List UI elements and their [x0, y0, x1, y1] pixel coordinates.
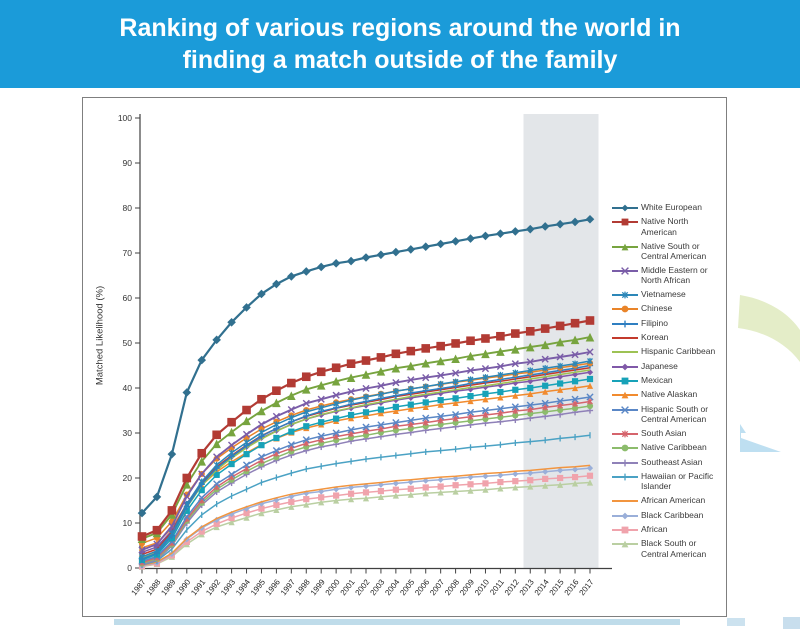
- legend-marker-korean-icon: [612, 336, 638, 339]
- legend-item: African American: [612, 495, 728, 506]
- legend-item-label: Japanese: [641, 360, 678, 371]
- page-title: Ranking of various regions around the wo…: [119, 14, 681, 74]
- legend-marker-middle-eastern-or-north-african-icon: [612, 266, 638, 275]
- legend-item-label: Hispanic Caribbean: [641, 346, 716, 357]
- legend-item-label: Native South or Central American: [641, 240, 707, 261]
- bottom-strip-small-decoration: [727, 618, 745, 626]
- legend-marker-filipino-icon: [612, 320, 638, 327]
- legend-item: Native Caribbean: [612, 442, 728, 453]
- bottom-corner-decoration: [783, 617, 800, 629]
- legend-marker-native-north-american-icon: [612, 218, 638, 226]
- legend-marker-native-south-or-central-american-icon: [612, 243, 638, 250]
- marker: [621, 392, 629, 399]
- legend-item: Hispanic South or Central American: [612, 404, 728, 425]
- marker: [621, 291, 629, 298]
- legend-item: Native North American: [612, 216, 728, 237]
- legend-marker-south-asian-icon: [612, 430, 638, 438]
- marker: [621, 243, 629, 250]
- legend-item: Black South or Central American: [612, 538, 728, 559]
- legend-item: Chinese: [612, 303, 728, 314]
- marker: [621, 512, 629, 520]
- legend-item: White European: [612, 202, 728, 213]
- legend-marker-southeast-asian-icon: [612, 459, 638, 467]
- legend-item-label: Native Caribbean: [641, 442, 707, 453]
- title-banner: Ranking of various regions around the wo…: [0, 0, 800, 88]
- legend-marker-hispanic-caribbean-icon: [612, 351, 638, 354]
- marker: [621, 363, 629, 371]
- green-swoosh-decoration: [738, 295, 800, 362]
- legend-item-label: African American: [641, 495, 706, 506]
- legend-marker-japanese-icon: [612, 363, 638, 371]
- legend-item-label: Vietnamese: [641, 288, 686, 299]
- marker: [621, 266, 629, 275]
- legend-item: Native South or Central American: [612, 241, 728, 262]
- legend-marker-vietnamese-icon: [612, 291, 638, 299]
- legend-item: Hispanic Caribbean: [612, 346, 728, 357]
- legend-item-label: Black South or Central American: [641, 538, 707, 559]
- legend-marker-native-caribbean-icon: [612, 444, 638, 452]
- legend-item: Filipino: [612, 318, 728, 329]
- legend-marker-chinese-icon: [612, 305, 638, 313]
- legend-marker-white-european-icon: [612, 204, 638, 212]
- legend-marker-hawaiian-or-pacific-islander-icon: [612, 473, 638, 481]
- legend-marker-african-american-icon: [612, 500, 638, 503]
- legend-item-label: White European: [641, 202, 702, 212]
- chart-legend: White European Native North American Nativ…: [612, 202, 728, 563]
- legend-item-label: Hawaiian or Pacific Islander: [641, 471, 714, 492]
- legend-item-label: Filipino: [641, 317, 668, 328]
- legend-marker-black-south-or-central-american-icon: [612, 541, 638, 548]
- legend-item-label: African: [641, 524, 668, 535]
- legend-item-label: Korean: [641, 331, 669, 342]
- y-axis-label: Matched Likelihood (%): [94, 285, 106, 386]
- legend-item: Vietnamese: [612, 289, 728, 300]
- blue-triangle-decoration: [740, 424, 781, 452]
- marker: [621, 204, 629, 212]
- legend-marker-hispanic-south-or-central-american-icon: [612, 405, 638, 414]
- legend-item-label: Chinese: [641, 303, 673, 314]
- legend-item: Native Alaskan: [612, 389, 728, 400]
- legend-marker-native-alaskan-icon: [612, 392, 638, 399]
- marker: [621, 377, 629, 385]
- legend-item-label: Native Alaskan: [641, 389, 698, 400]
- legend-item-label: Native North American: [641, 216, 689, 237]
- legend-item: Hawaiian or Pacific Islander: [612, 471, 728, 492]
- marker: [621, 444, 629, 452]
- legend-marker-mexican-icon: [612, 377, 638, 385]
- marker: [621, 305, 629, 313]
- legend-item: Japanese: [612, 361, 728, 372]
- legend-marker-african-icon: [612, 526, 638, 534]
- marker: [621, 218, 629, 226]
- legend-item-label: Southeast Asian: [641, 456, 703, 467]
- legend-item: Mexican: [612, 375, 728, 386]
- legend-item-label: Hispanic South or Central American: [641, 403, 709, 425]
- legend-item-label: South Asian: [641, 427, 687, 438]
- marker: [621, 541, 629, 548]
- legend-item: Black Caribbean: [612, 510, 728, 521]
- marker: [621, 526, 629, 534]
- legend-item: Middle Eastern or North African: [612, 265, 728, 286]
- legend-marker-black-caribbean-icon: [612, 512, 638, 520]
- marker: [621, 405, 629, 414]
- legend-item: South Asian: [612, 428, 728, 439]
- legend-item: Southeast Asian: [612, 457, 728, 468]
- legend-item-label: Middle Eastern or North African: [641, 264, 708, 285]
- bottom-strip-decoration: [114, 619, 680, 625]
- marker: [621, 430, 629, 438]
- legend-item: African: [612, 524, 728, 535]
- legend-item-label: Mexican: [641, 375, 673, 386]
- legend-item-label: Black Caribbean: [641, 509, 704, 520]
- legend-item: Korean: [612, 332, 728, 343]
